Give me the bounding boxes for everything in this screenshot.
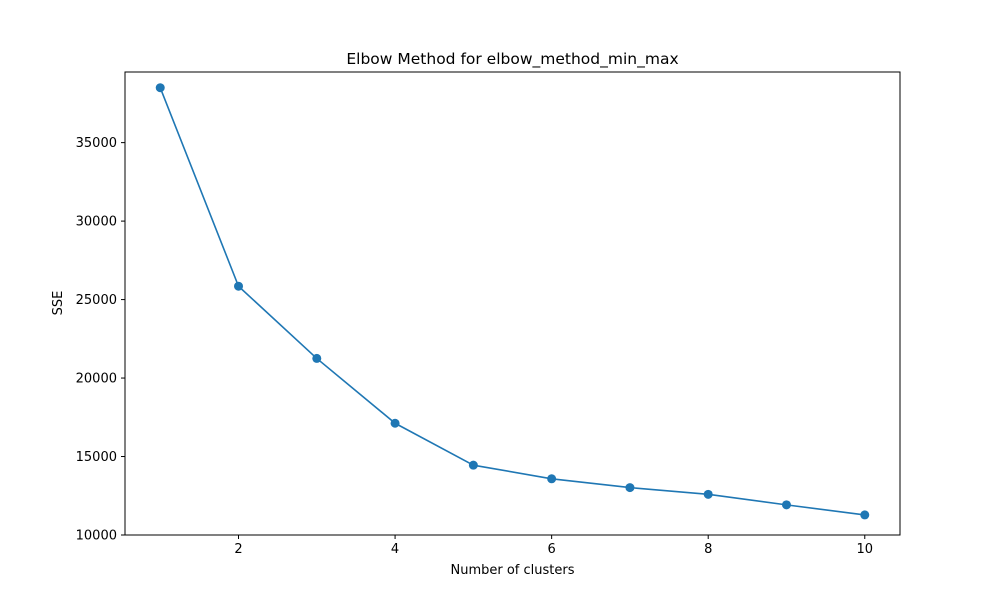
axes-layer: 2 4 6 8 10 10000 15000 20000 25000 30000 35000 <box>76 136 873 557</box>
y-tick-label: 25000 <box>76 293 117 308</box>
y-tick-label: 20000 <box>76 372 117 387</box>
data-point <box>468 460 478 470</box>
x-tick-label: 8 <box>704 542 712 557</box>
x-tick-label: 10 <box>856 542 873 557</box>
y-tick-label: 15000 <box>76 450 117 465</box>
x-tick-label: 6 <box>548 542 556 557</box>
data-point <box>625 483 635 493</box>
data-point <box>155 83 165 93</box>
x-tick-label: 2 <box>234 542 242 557</box>
y-tick-label: 10000 <box>76 529 117 544</box>
x-axis-title: Number of clusters <box>450 563 574 578</box>
data-point <box>781 500 791 510</box>
chart-title: Elbow Method for elbow_method_min_max <box>346 50 678 69</box>
data-point <box>390 418 400 428</box>
data-point <box>312 353 322 363</box>
marks-layer <box>155 83 870 520</box>
data-point <box>547 474 557 484</box>
data-point <box>234 281 244 291</box>
y-tick-label: 35000 <box>76 136 117 151</box>
y-axis-title: SSE <box>51 291 66 316</box>
data-point <box>703 489 713 499</box>
plot-area-frame <box>124 71 901 536</box>
y-tick-label: 30000 <box>76 215 117 230</box>
data-point <box>860 510 870 520</box>
series-line <box>159 87 865 516</box>
x-tick-label: 4 <box>391 542 399 557</box>
